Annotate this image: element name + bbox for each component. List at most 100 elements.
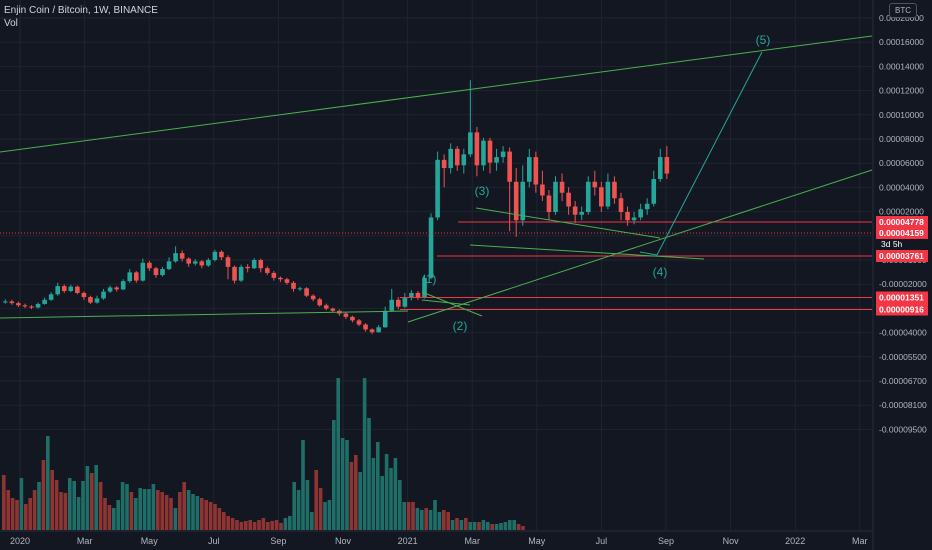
candle-body	[625, 211, 630, 221]
currency-badge[interactable]: BTC	[889, 3, 917, 18]
volume-bar	[41, 460, 46, 530]
volume-bar	[160, 492, 164, 530]
volume-bar	[10, 498, 15, 530]
y-tick-label: 0.00008000	[879, 134, 924, 144]
volume-bar	[468, 522, 472, 530]
candle-body	[317, 299, 322, 306]
candle-body	[232, 266, 237, 281]
candle-body	[153, 268, 159, 276]
volume-bar	[32, 490, 37, 530]
volume-bar	[239, 522, 244, 530]
volume-bar	[37, 482, 41, 530]
candle-body	[376, 327, 381, 333]
volume-bar	[332, 420, 336, 530]
y-tick-label: 0.00002000	[879, 207, 924, 217]
volume-bar	[428, 510, 433, 530]
price-level-label: 0.00004778	[879, 217, 924, 227]
candle-body	[22, 305, 28, 307]
candle-body	[101, 291, 106, 299]
wave-5-projection	[656, 51, 763, 256]
price-level-label: 0.00001351	[879, 293, 924, 303]
candle-body	[415, 292, 421, 298]
x-tick-label: Sep	[270, 536, 286, 546]
x-tick-label: 2022	[785, 536, 805, 546]
volume-bar	[508, 520, 512, 530]
volume-bar	[230, 518, 235, 530]
volume-bar	[68, 478, 72, 530]
candle-body	[513, 181, 519, 221]
candle-body	[382, 310, 388, 328]
volume-bar	[354, 455, 358, 530]
volume-bar	[142, 489, 147, 530]
volume-bar	[389, 468, 393, 530]
candle-body	[553, 181, 558, 212]
time-axis[interactable]: 2020 Mar May Jul Sep Nov 2021 Mar May Jul Sep Nov 20…	[10, 536, 868, 546]
volume-bar	[411, 502, 415, 530]
volume-bar	[59, 492, 63, 530]
y-tick-label: -0.00004000	[879, 328, 927, 338]
volume-bar	[94, 465, 98, 530]
volume-bar	[384, 454, 389, 530]
volume-bars	[2, 378, 525, 530]
volume-bar	[499, 523, 503, 530]
candle-body	[206, 260, 211, 266]
candle-body	[343, 313, 349, 317]
candle-body	[454, 148, 460, 166]
x-tick-label: 2020	[10, 536, 30, 546]
candle-body	[323, 305, 329, 309]
x-tick-label: Nov	[723, 536, 740, 546]
volume-bar	[481, 520, 486, 530]
candle-body	[448, 148, 453, 169]
volume-bar	[270, 521, 274, 530]
wave-label: (2)	[453, 319, 468, 333]
candle-body	[284, 279, 290, 283]
candle-body	[291, 282, 296, 289]
price-level-label: 0.00004159	[879, 228, 924, 238]
wave-label: (3)	[475, 184, 490, 198]
price-level-label: 0.00000916	[879, 305, 924, 315]
candle-body	[9, 301, 15, 304]
volume-bar	[164, 495, 169, 530]
x-tick-label: Nov	[335, 536, 352, 546]
volume-bar	[490, 524, 494, 530]
price-axis[interactable]: 0.00020000 0.00016000 0.00014000 0.00012000…	[876, 13, 928, 434]
volume-bar	[450, 520, 455, 530]
candle-body	[61, 286, 67, 292]
candle-body	[94, 298, 100, 303]
candle-body	[435, 159, 440, 218]
volume-bar	[178, 492, 182, 530]
volume-bar	[494, 524, 499, 530]
candle-body	[500, 151, 506, 158]
candle-body	[520, 181, 526, 221]
volume-bar	[72, 481, 76, 530]
x-tick-label: Jul	[596, 536, 608, 546]
candle-body	[572, 206, 578, 215]
y-tick-label: -0.00009500	[879, 424, 927, 434]
candle-body	[68, 286, 74, 292]
volume-bar	[367, 418, 371, 530]
candle-body	[402, 297, 408, 307]
volume-bar	[112, 508, 116, 530]
candle-body	[644, 203, 650, 210]
candle-body	[271, 272, 277, 278]
candle-body	[579, 211, 584, 215]
volume-bar	[310, 512, 314, 530]
volume-bar	[244, 521, 248, 530]
volume-bar	[120, 482, 125, 530]
candle-body	[481, 140, 486, 166]
volume-bar	[19, 478, 24, 530]
volume-bar	[398, 480, 402, 530]
volume-bar	[266, 522, 270, 530]
candle-body	[651, 179, 657, 204]
y-tick-label: 0.00006000	[879, 158, 924, 168]
volume-bar	[50, 470, 54, 530]
volume-bar	[103, 498, 107, 530]
price-level-label-bg	[876, 216, 928, 228]
volume-bar	[208, 502, 213, 530]
volume-bar	[98, 482, 103, 530]
candle-body	[107, 287, 113, 292]
candle-body	[140, 262, 146, 281]
candle-body	[225, 257, 231, 267]
